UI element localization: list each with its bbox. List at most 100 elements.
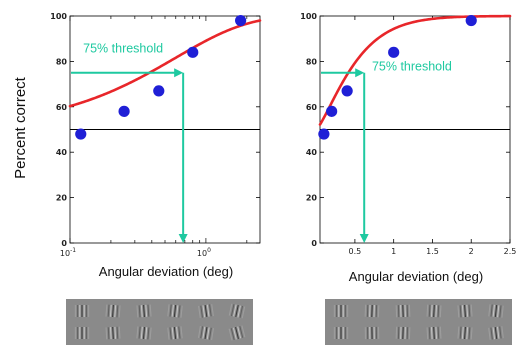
y-tick-label: 100 xyxy=(300,12,317,21)
threshold-annotation: 75% threshold xyxy=(83,41,163,55)
grating-bar xyxy=(204,326,208,340)
grating-bar xyxy=(433,304,435,318)
grating-bar xyxy=(136,326,139,339)
grating-bar xyxy=(237,326,242,339)
grating-bar xyxy=(167,304,170,317)
grating-bar xyxy=(492,304,495,317)
grating-bar xyxy=(147,304,150,317)
data-point xyxy=(341,85,353,97)
grating-bar xyxy=(497,305,500,318)
grating-bar xyxy=(426,304,429,317)
grating-bar xyxy=(470,327,473,340)
grating-bar xyxy=(499,305,502,318)
y-tick-label: 20 xyxy=(306,194,318,203)
x-tick-label: 2.5 xyxy=(504,247,517,256)
grating-bar xyxy=(466,327,469,340)
grating-bar xyxy=(206,327,210,340)
grating-bar xyxy=(171,327,174,340)
data-point xyxy=(318,128,330,140)
grating-bar xyxy=(230,328,235,341)
grating-patch xyxy=(136,326,152,340)
grating-bar xyxy=(457,326,460,339)
grating-bar xyxy=(171,304,174,317)
grating-bar xyxy=(116,305,119,318)
grating-bar xyxy=(437,326,440,339)
stimulus-strip-right xyxy=(325,299,512,345)
panel-linear-scale: 0 20 40 60 80 100 0.5 1 1.5 2 2.5 75% threshold xyxy=(300,12,516,256)
grating-bar xyxy=(499,326,502,339)
threshold-arrowhead-vertical xyxy=(178,234,188,243)
grating-bar xyxy=(149,327,152,340)
grating-bar xyxy=(118,326,121,339)
threshold-annotation: 75% threshold xyxy=(372,59,452,73)
grating-bar xyxy=(138,305,141,318)
x-tick-label: 0.5 xyxy=(349,247,362,256)
grating-bar xyxy=(114,326,117,339)
data-point xyxy=(187,46,199,58)
grating-bar xyxy=(140,326,143,339)
grating-bar xyxy=(197,325,201,338)
grating-bar xyxy=(176,305,179,318)
grating-bar xyxy=(208,304,212,317)
grating-bar xyxy=(208,327,212,340)
grating-bar xyxy=(200,326,204,339)
grating-patch xyxy=(333,305,349,317)
fit-curve xyxy=(318,14,512,126)
y-tick-label: 40 xyxy=(306,148,318,157)
grating-bar xyxy=(437,305,440,318)
grating-bar xyxy=(470,304,473,317)
data-point xyxy=(153,85,165,97)
x-axis-label-right: Angular deviation (deg) xyxy=(349,269,483,284)
data-point xyxy=(235,14,247,27)
grating-bar xyxy=(494,304,498,318)
grating-bar xyxy=(461,326,464,339)
grating-bar xyxy=(228,303,233,316)
threshold-arrowhead-horizontal xyxy=(174,68,184,78)
grating-patch xyxy=(426,304,442,318)
grating-bar xyxy=(488,304,491,317)
grating-bar xyxy=(105,304,108,317)
grating-patch xyxy=(457,304,473,318)
grating-bar xyxy=(426,327,429,340)
grating-bar xyxy=(468,304,471,317)
grating-bar xyxy=(180,326,183,339)
grating-bar xyxy=(428,304,431,317)
y-tick-label: 80 xyxy=(56,57,68,66)
grating-bar xyxy=(169,327,172,340)
grating-bar xyxy=(114,305,117,318)
grating-bar xyxy=(149,304,152,317)
grating-bar xyxy=(107,327,110,340)
grating-bar xyxy=(107,304,110,317)
grating-bar xyxy=(167,327,170,340)
y-axis-label: Percent correct xyxy=(12,76,29,179)
grating-bar xyxy=(112,326,114,340)
grating-patch xyxy=(197,325,215,341)
grating-bar xyxy=(501,326,504,339)
y-tick-label: 80 xyxy=(306,57,318,66)
x-tick-label: 2 xyxy=(469,247,474,256)
grating-bar xyxy=(178,305,181,318)
y-tick-label: 20 xyxy=(56,194,68,203)
grating-patch xyxy=(395,304,411,318)
grating-patch xyxy=(333,327,349,339)
grating-bar xyxy=(116,326,119,339)
x-tick-label: 10-1 xyxy=(60,247,76,258)
x-tick-label: 1 xyxy=(391,247,396,256)
y-tick-label: 0 xyxy=(311,239,317,248)
y-tick-label: 0 xyxy=(61,239,67,248)
grating-patch xyxy=(105,304,121,318)
grating-bar xyxy=(235,327,239,339)
data-point xyxy=(75,128,87,140)
grating-bar xyxy=(173,304,177,318)
fit-curve xyxy=(68,19,262,108)
stimulus-strip-left xyxy=(66,299,253,345)
grating-bar xyxy=(241,306,246,319)
grating-bar xyxy=(239,325,244,338)
grating-bar xyxy=(428,327,431,340)
grating-bar xyxy=(468,327,471,340)
grating-patch xyxy=(198,304,214,318)
grating-patch xyxy=(364,304,380,318)
data-point xyxy=(118,105,130,117)
grating-bar xyxy=(173,326,177,340)
grating-bar xyxy=(501,305,504,318)
